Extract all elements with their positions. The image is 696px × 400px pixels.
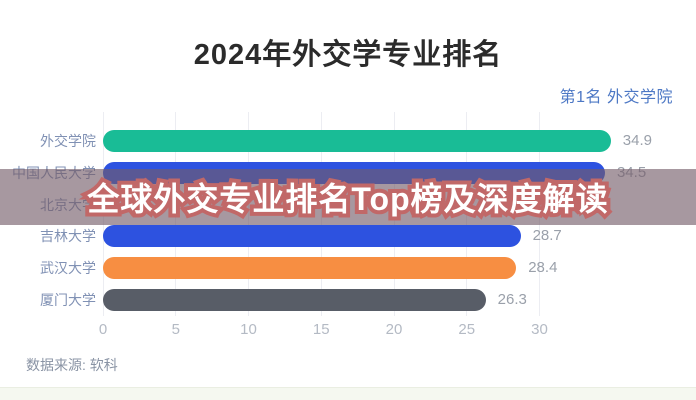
bottom-strip bbox=[0, 387, 696, 400]
bar bbox=[103, 130, 611, 152]
x-tick-label: 10 bbox=[240, 321, 257, 338]
x-tick-label: 30 bbox=[531, 321, 548, 338]
value-label: 34.9 bbox=[622, 132, 652, 149]
value-label: 28.4 bbox=[528, 259, 558, 277]
chart-title: 2024年外交学专业排名 bbox=[193, 39, 503, 71]
value-label: 28.7 bbox=[532, 227, 562, 245]
category-label: 厦门大学 bbox=[40, 292, 96, 308]
x-tick-label: 25 bbox=[458, 321, 476, 338]
data-source-note: 数据来源: 软科 bbox=[26, 357, 118, 373]
x-tick-label: 20 bbox=[385, 321, 403, 338]
overlay-banner: 全球外交专业排名Top榜及深度解读 bbox=[0, 169, 696, 225]
bar bbox=[103, 257, 517, 280]
x-tick-label: 15 bbox=[312, 321, 330, 338]
overlay-banner-title: 全球外交专业排名Top榜及深度解读 bbox=[87, 174, 609, 220]
category-label: 外交学院 bbox=[40, 133, 96, 149]
bar bbox=[103, 289, 486, 311]
x-tick-label: 5 bbox=[171, 321, 180, 338]
value-label: 26.3 bbox=[497, 291, 527, 308]
overlay-banner-title-text: 全球外交专业排名Top榜及深度解读 bbox=[87, 181, 609, 217]
x-tick-label: 0 bbox=[98, 321, 108, 338]
category-label: 武汉大学 bbox=[40, 260, 96, 277]
bar bbox=[103, 225, 521, 248]
rank-note: 第1名 外交学院 bbox=[559, 89, 673, 106]
category-label: 吉林大学 bbox=[40, 228, 96, 245]
